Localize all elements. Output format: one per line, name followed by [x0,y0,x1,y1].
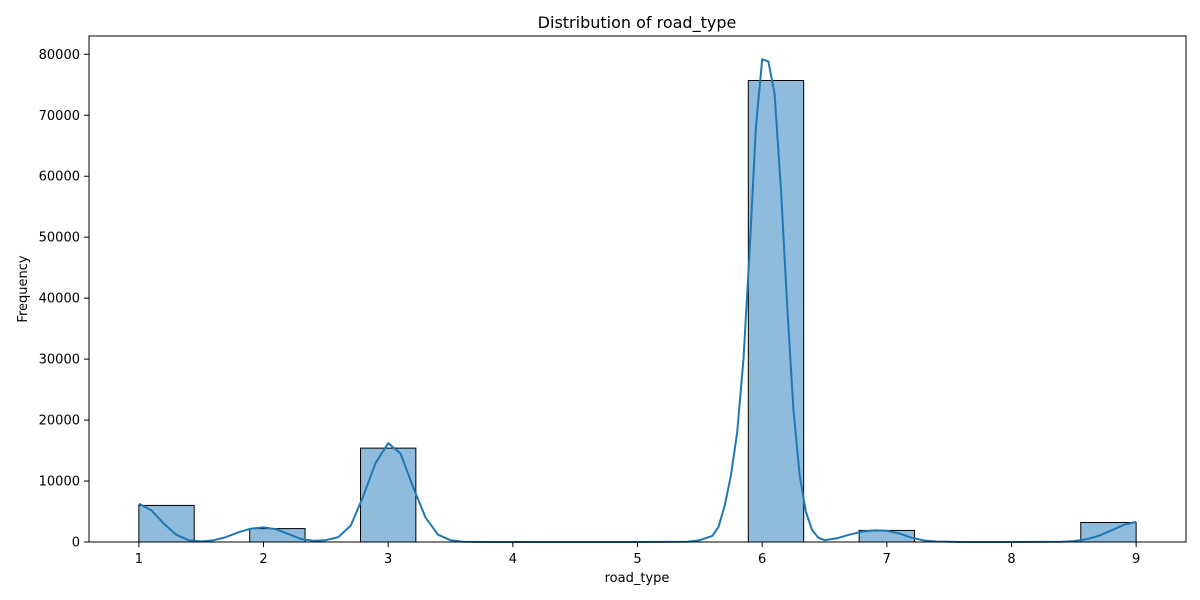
y-axis-label: Frequency [16,255,31,322]
x-tick-label: 7 [883,552,891,567]
histogram-bar-3 [747,80,805,543]
y-tick-label: 0 [72,536,80,551]
x-tick-label: 2 [259,552,267,567]
x-axis-label: road_type [605,571,670,586]
x-tick-label: 9 [1132,552,1140,567]
x-tick-label: 1 [135,552,143,567]
y-tick-label: 80000 [39,48,80,63]
x-tick-label: 6 [758,552,766,567]
plot-frame [88,35,1187,543]
chart-title: Distribution of road_type [538,13,737,33]
y-tick-label: 60000 [39,170,80,185]
x-tick-label: 8 [1007,552,1015,567]
y-tick-label: 20000 [39,414,80,429]
kde-curve [138,58,1137,543]
y-tick-label: 70000 [39,109,80,124]
x-tick-label: 3 [384,552,392,567]
y-tick-label: 30000 [39,353,80,368]
y-tick-label: 40000 [39,292,80,307]
histogram-bar-2 [360,447,417,543]
y-axis-ticks: 0 10000 20000 30000 40000 50000 60000 70000 8000… [39,48,89,551]
bars-group [138,80,1137,543]
histogram-bar-0 [138,504,195,543]
kde-group [138,58,1137,543]
y-tick-label: 10000 [39,475,80,490]
y-tick-label: 50000 [39,231,80,246]
x-tick-label: 5 [633,552,641,567]
x-axis-ticks: 1 2 3 4 5 6 7 8 9 [135,542,1140,567]
x-tick-label: 4 [509,552,517,567]
